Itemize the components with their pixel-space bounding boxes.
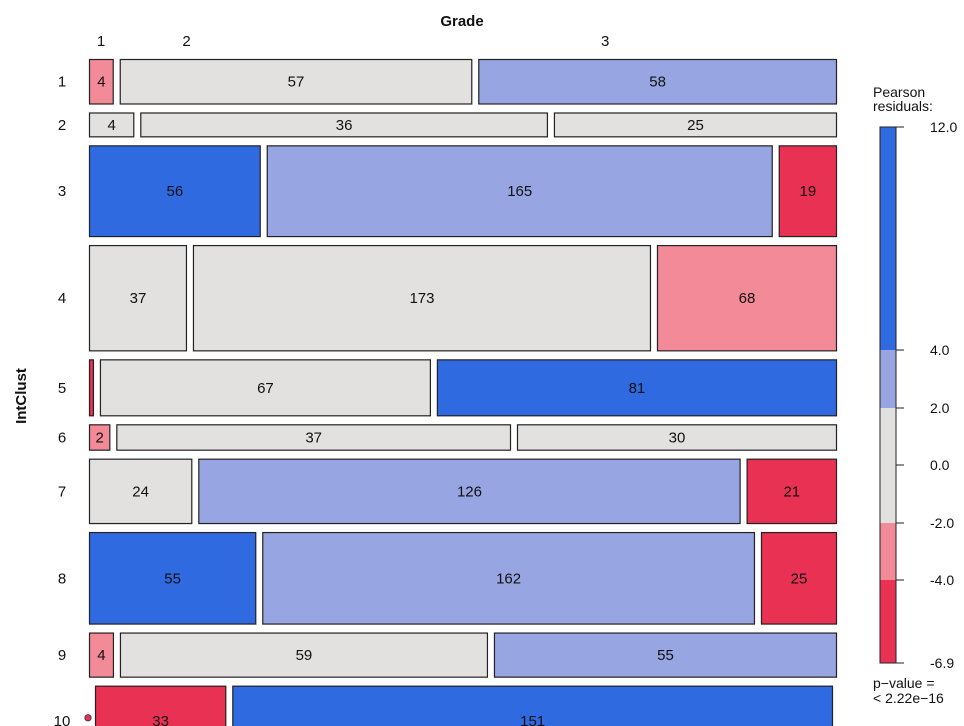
- tile-value-label: 36: [336, 117, 353, 134]
- legend: Pearson residuals: 12.0 4.0 2.0 0.0 -2.0 -4.0…: [873, 84, 957, 706]
- legend-color-segment: [880, 408, 896, 523]
- column-label: 3: [601, 33, 609, 50]
- legend-colorbar-border: [879, 126, 897, 664]
- tile-value-label: 56: [167, 183, 184, 200]
- legend-tick-label: 12.0: [930, 119, 957, 135]
- tile-value-label: 21: [783, 483, 800, 500]
- legend-tick-label: 4.0: [930, 342, 950, 358]
- chart-title: Grade: [440, 13, 483, 30]
- y-axis-labels: 1 2 3 4 5 6 7 8 9 10: [54, 74, 71, 726]
- tile-value-label: 30: [669, 429, 686, 446]
- mosaic-tile: [116, 424, 512, 451]
- mosaic-tile: [746, 458, 838, 525]
- tile-value-label: 25: [791, 570, 808, 587]
- x-axis-labels: 1 2 3: [97, 33, 610, 50]
- tile-value-label: 59: [296, 647, 313, 664]
- tile-value-label: 4: [97, 647, 105, 664]
- mosaic-tile: [198, 458, 741, 525]
- row-label: 3: [58, 183, 66, 200]
- mosaic-tile: [99, 359, 431, 417]
- tile-value-label: 165: [507, 183, 532, 200]
- row-label: 6: [58, 429, 66, 446]
- mosaic-tile: [478, 58, 838, 105]
- pvalue-label: p−value =: [873, 675, 935, 691]
- mosaic-tile: [493, 632, 838, 678]
- tile-value-label: 25: [687, 117, 704, 134]
- mosaic-tiles: 4 57 58 4 36 25 56 165 19 37 173 68 67 81 2 37 30 24 126 21…: [84, 58, 838, 726]
- column-label: 1: [97, 33, 105, 50]
- legend-tick-label: -6.9: [930, 655, 954, 671]
- mosaic-tile: [656, 244, 838, 352]
- row-label: 2: [58, 117, 66, 134]
- mosaic-tile: [88, 458, 193, 525]
- mosaic-tile: [232, 685, 834, 726]
- legend-color-segment: [880, 580, 896, 663]
- mosaic-tile: [778, 145, 838, 238]
- tile-value-label: 37: [130, 290, 147, 307]
- mosaic-tile: [436, 359, 838, 417]
- legend-tick-label: 0.0: [930, 457, 950, 473]
- legend-tick-label: -2.0: [930, 515, 954, 531]
- row-label: 10: [54, 713, 71, 726]
- mosaic-tile: [553, 112, 838, 138]
- legend-ticks: 12.0 4.0 2.0 0.0 -2.0 -4.0 -6.9: [896, 119, 957, 671]
- mosaic-tile: [516, 424, 838, 451]
- pvalue-value: < 2.22e−16: [873, 690, 944, 706]
- mosaic-tile: [94, 685, 227, 726]
- tile-value-label: 4: [107, 117, 115, 134]
- row-label: 7: [58, 483, 66, 500]
- mosaic-tile: [119, 632, 489, 678]
- tile-value-label: 55: [657, 647, 674, 664]
- mosaic-tile: [88, 58, 114, 105]
- mosaic-tile: [119, 58, 473, 105]
- legend-colorbar: [879, 126, 897, 664]
- tile-value-label: 19: [800, 183, 817, 200]
- tile-value-label: 151: [520, 713, 545, 726]
- column-label: 2: [182, 33, 190, 50]
- mosaic-tile: [140, 112, 549, 138]
- legend-title-line1: Pearson: [873, 84, 925, 100]
- legend-color-segment: [880, 350, 896, 408]
- mosaic-tile: [262, 531, 756, 625]
- mosaic-tile: [88, 112, 135, 138]
- legend-tick-label: -4.0: [930, 572, 954, 588]
- tile-value-label: 57: [288, 74, 305, 91]
- tile-value-label: 33: [152, 713, 169, 726]
- tile-value-label: 2: [95, 429, 103, 446]
- tile-value-label: 81: [629, 380, 646, 397]
- mosaic-tile: [760, 531, 838, 625]
- tile-value-label: 126: [457, 483, 482, 500]
- row-label: 8: [58, 570, 66, 587]
- row-label: 4: [58, 290, 66, 307]
- legend-color-segment: [880, 127, 896, 350]
- row-label: 9: [58, 647, 66, 664]
- tile-value-label: 162: [496, 570, 521, 587]
- tile-value-label: 4: [97, 74, 105, 91]
- legend-color-segment: [880, 523, 896, 580]
- tile-value-label: 24: [132, 483, 149, 500]
- tile-zero-marker: [84, 714, 92, 722]
- tile-value-label: 37: [305, 429, 322, 446]
- row-label: 5: [58, 380, 66, 397]
- tile-value-label: 68: [739, 290, 756, 307]
- row-label: 1: [58, 74, 66, 91]
- mosaic-tile: [266, 145, 773, 238]
- mosaic-tile: [88, 244, 188, 352]
- mosaic-tile: [88, 359, 95, 417]
- mosaic-tile: [88, 424, 111, 451]
- tile-value-label: 58: [649, 74, 666, 91]
- tile-value-label: 55: [164, 570, 181, 587]
- tile-value-label: 173: [409, 290, 434, 307]
- legend-tick-label: 2.0: [930, 400, 950, 416]
- mosaic-tile: [88, 531, 257, 625]
- mosaic-tile: [88, 632, 115, 678]
- mosaic-tile: [192, 244, 652, 352]
- y-axis-label: IntClust: [13, 368, 30, 424]
- mosaic-tile: [88, 145, 261, 238]
- legend-title-line2: residuals:: [873, 98, 933, 114]
- tile-value-label: 67: [257, 380, 274, 397]
